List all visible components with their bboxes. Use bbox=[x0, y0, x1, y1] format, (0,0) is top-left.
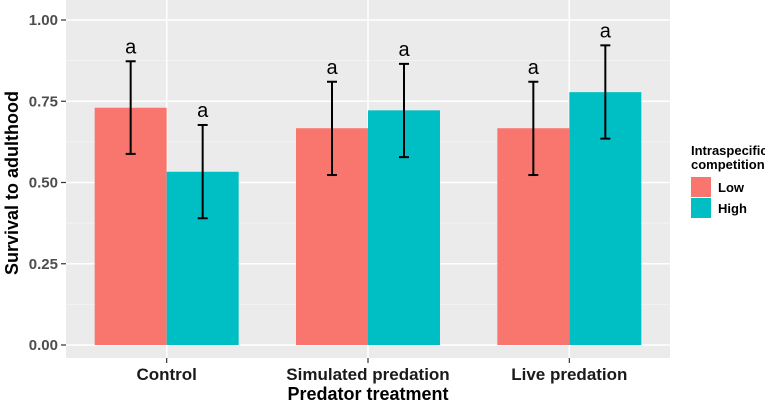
legend-key-high bbox=[691, 198, 711, 218]
significance-label-low-2: a bbox=[528, 57, 540, 79]
y-axis: 0.00 0.25 0.50 0.75 1.00 bbox=[29, 12, 66, 354]
legend-title-line2: competition bbox=[691, 157, 765, 172]
legend-label-low: Low bbox=[718, 180, 745, 195]
y-tick-label: 0.25 bbox=[29, 256, 58, 273]
legend-label-high: High bbox=[718, 201, 747, 216]
y-tick-label: 0.75 bbox=[29, 93, 58, 110]
significance-labels: a a a a a a bbox=[125, 20, 612, 122]
y-tick-label: 0.50 bbox=[29, 175, 58, 192]
y-tick-label: 0.00 bbox=[29, 337, 58, 354]
significance-label-low-0: a bbox=[125, 36, 137, 58]
legend-key-low bbox=[691, 177, 711, 197]
error-bars bbox=[125, 44, 611, 220]
x-category-label: Simulated predation bbox=[286, 365, 449, 384]
significance-label-high-0: a bbox=[197, 100, 209, 122]
y-axis-title: Survival to adulthood bbox=[2, 91, 22, 275]
significance-label-high-2: a bbox=[600, 20, 612, 42]
bars bbox=[94, 92, 642, 346]
x-axis-title: Predator treatment bbox=[287, 384, 448, 402]
legend: Intraspecific competition Low High bbox=[691, 143, 765, 218]
significance-label-high-1: a bbox=[398, 39, 410, 61]
x-category-label: Control bbox=[136, 365, 196, 384]
y-tick-label: 1.00 bbox=[29, 12, 58, 29]
significance-label-low-1: a bbox=[326, 57, 338, 79]
x-axis: Control Simulated predation Live predation bbox=[136, 358, 627, 384]
legend-title-line1: Intraspecific bbox=[691, 143, 765, 158]
x-category-label: Live predation bbox=[511, 365, 627, 384]
